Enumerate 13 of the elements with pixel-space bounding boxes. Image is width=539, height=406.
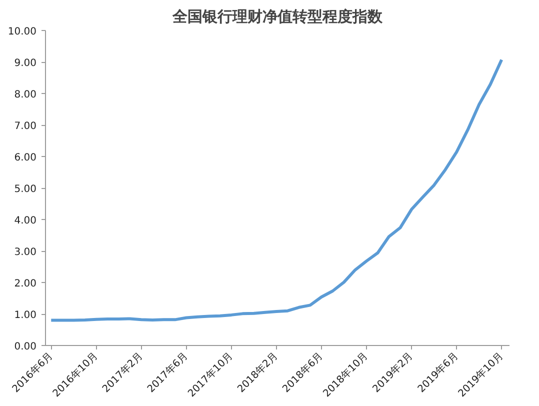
y-tick-label: 6.00 (14, 152, 36, 164)
chart-title: 全国银行理财净值转型程度指数 (172, 8, 384, 26)
y-tick-label: 7.00 (14, 121, 36, 132)
y-tick-label: 5.00 (14, 184, 36, 195)
y-tick-label: 4.00 (14, 216, 36, 226)
y-tick-label: 2.00 (14, 278, 36, 290)
y-tick-label: 1.00 (14, 310, 36, 321)
y-tick-label: 3.00 (14, 247, 36, 258)
line-series (50, 58, 504, 322)
y-tick-label: 8.00 (14, 90, 36, 100)
y-tick-label: 9.00 (14, 58, 36, 69)
y-tick-label: 0.00 (14, 342, 36, 352)
y-tick-label: 10.00 (8, 26, 37, 38)
